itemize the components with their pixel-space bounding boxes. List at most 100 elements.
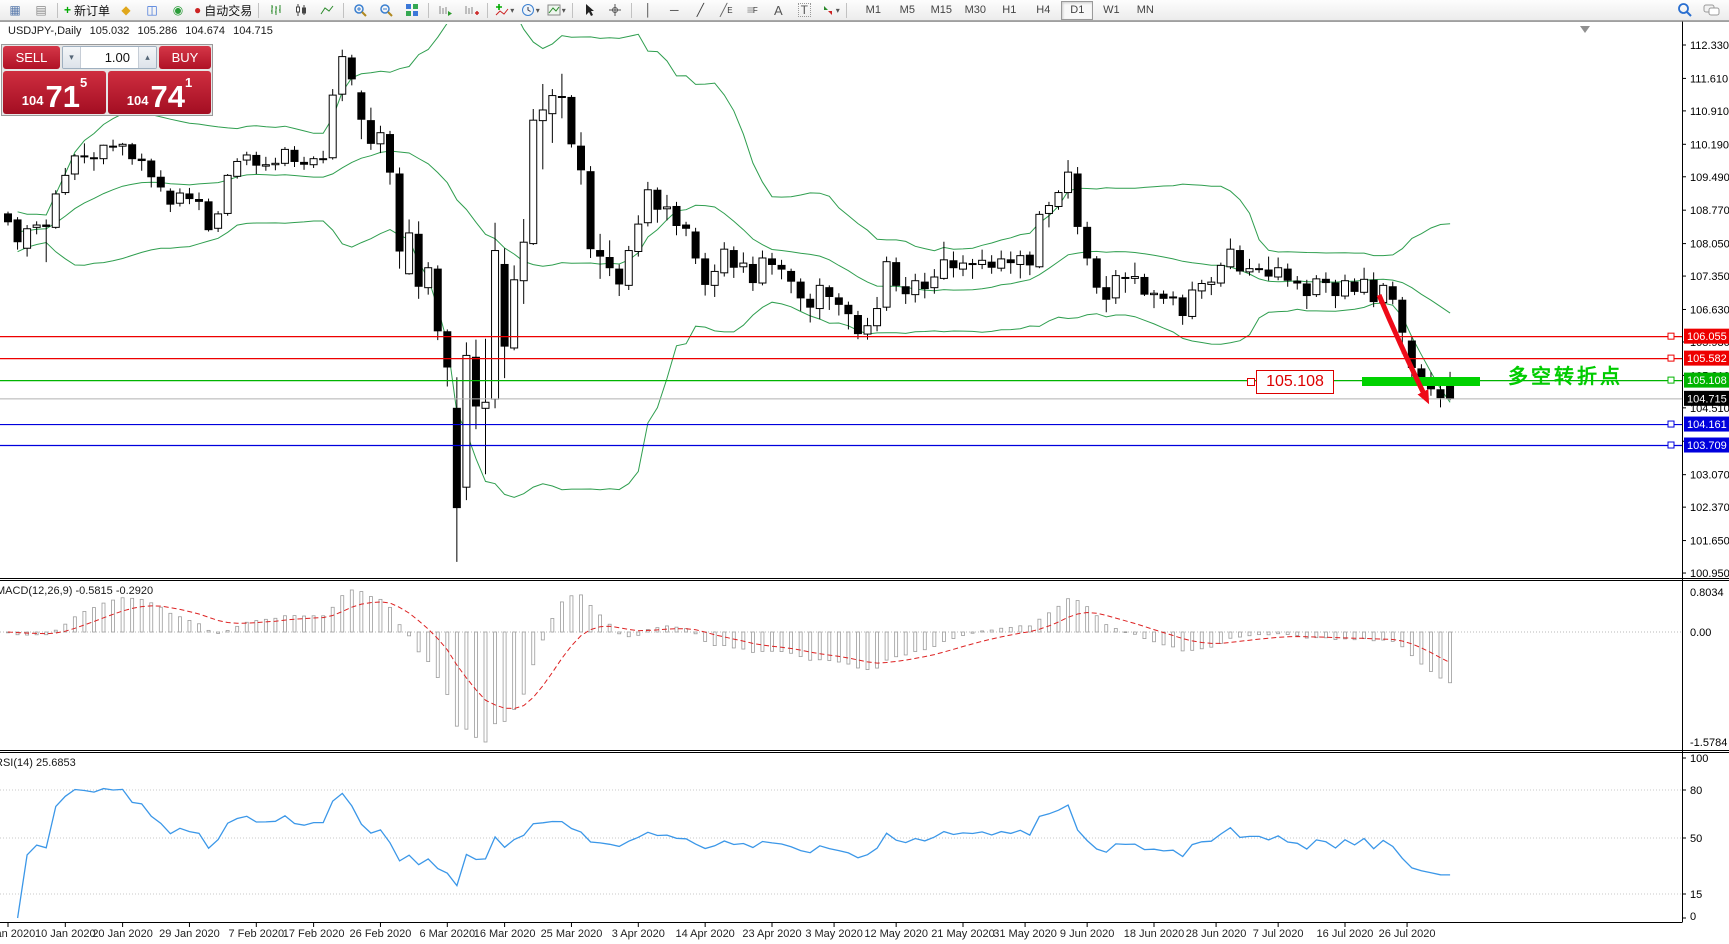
svg-text:100: 100 [1690, 753, 1708, 765]
text-button[interactable]: A [766, 1, 790, 19]
clock-icon [521, 4, 534, 16]
svg-text:101.650: 101.650 [1690, 536, 1729, 548]
indicators-button[interactable]: ▾ [492, 1, 516, 19]
svg-text:106.630: 106.630 [1690, 304, 1729, 316]
svg-text:50: 50 [1690, 833, 1702, 845]
svg-text:3 Apr 2020: 3 Apr 2020 [612, 928, 665, 940]
tab-timeframe-w1[interactable]: W1 [1103, 4, 1120, 16]
strategy-tester-button[interactable]: ◫ [140, 1, 164, 19]
svg-text:10 Jan 2020: 10 Jan 2020 [35, 928, 96, 940]
equidistant-channel-button[interactable]: ╱ E [714, 1, 738, 19]
timeframe-toolbar: M1 M5 M15 M30 H1 H4 D1 W1 MN [856, 0, 1162, 20]
cursor-button[interactable] [577, 1, 601, 19]
tab-timeframe-mn[interactable]: MN [1136, 4, 1154, 16]
toolbar-separator [258, 2, 260, 18]
chart-shift-button[interactable] [459, 1, 483, 19]
high-value: 105.286 [137, 25, 178, 37]
new-chart-button[interactable]: ▦ [3, 1, 27, 19]
templates-button[interactable]: ▾ [544, 1, 568, 19]
axis-price-flag [1684, 350, 1729, 366]
tab-timeframe-m5[interactable]: M5 [899, 4, 915, 16]
tab-timeframe-m30[interactable]: M30 [964, 4, 987, 16]
volume-stepper[interactable]: ▾ 1.00 ▴ [62, 46, 157, 69]
horizontal-line-button[interactable]: ─ [662, 1, 686, 19]
new-order-button[interactable]: + 新订单 [62, 1, 112, 19]
tab-timeframe-h1[interactable]: H1 [1002, 4, 1017, 16]
support-highlight-bar[interactable] [1362, 377, 1480, 386]
candlestick-button[interactable] [289, 1, 313, 19]
sell-price-point: 5 [79, 75, 88, 90]
search-icon[interactable] [1677, 2, 1693, 18]
svg-text:7 Jul 2020: 7 Jul 2020 [1253, 928, 1304, 940]
zoom-out-button[interactable] [374, 1, 398, 19]
line-handle[interactable] [1667, 354, 1675, 362]
svg-text:104.715: 104.715 [1687, 393, 1727, 405]
svg-text:108.050: 108.050 [1690, 239, 1729, 251]
vertical-line-button[interactable]: │ [636, 1, 660, 19]
text-icon: A [773, 2, 783, 18]
price-axis[interactable]: 112.330 111.610 110.910 110.190 109.490 108.7… [1682, 40, 1729, 580]
rsi-line [16, 787, 1451, 919]
bar-chart-button[interactable] [263, 1, 287, 19]
sell-price-pips: 71 [45, 79, 80, 114]
volume-increase-button[interactable]: ▴ [138, 47, 156, 68]
metaeditor-button[interactable]: ◆ [114, 1, 138, 19]
indicators-icon [495, 4, 509, 16]
autotrading-icon: ● [194, 3, 202, 17]
auto-scroll-button[interactable] [433, 1, 457, 19]
svg-text:18 Jun 2020: 18 Jun 2020 [1124, 928, 1185, 940]
annotations [1362, 26, 1590, 405]
tab-timeframe-d1[interactable]: D1 [1061, 0, 1094, 20]
sell-button[interactable]: SELL [3, 46, 60, 69]
chart-shift-icon [465, 6, 479, 15]
tab-timeframe-m1[interactable]: M1 [865, 4, 881, 16]
line-chart-button[interactable] [315, 1, 339, 19]
line-handle[interactable] [1667, 332, 1675, 340]
trade-controls-row: SELL ▾ 1.00 ▴ BUY [3, 46, 211, 69]
line-handle[interactable] [1667, 441, 1675, 449]
svg-text:0.8034: 0.8034 [1690, 587, 1724, 599]
buy-price[interactable]: 104 74 1 [108, 71, 211, 114]
down-arrow-annotation[interactable] [1376, 294, 1430, 405]
svg-text:102.370: 102.370 [1690, 502, 1729, 514]
sound-signal-icon: ◉ [172, 3, 184, 17]
zoom-in-button[interactable] [348, 1, 372, 19]
cursor-arrow-icon [585, 4, 594, 16]
buy-button[interactable]: BUY [159, 46, 211, 69]
candlestick-icon [296, 4, 307, 16]
volume-decrease-button[interactable]: ▾ [63, 47, 81, 68]
fibonacci-button[interactable]: ≡ F [740, 1, 764, 19]
tab-timeframe-h4[interactable]: H4 [1036, 4, 1051, 16]
metaeditor-icon: ◆ [121, 3, 131, 17]
toolbar-right-icons [1677, 2, 1721, 18]
arrows-button[interactable]: ▾ [818, 1, 842, 19]
horizontal-line-icon: ─ [670, 3, 679, 17]
tile-windows-button[interactable] [400, 1, 424, 19]
volume-value[interactable]: 1.00 [104, 50, 130, 65]
text-label-button[interactable]: T [792, 1, 816, 19]
toolbar-separator [846, 2, 848, 18]
alerts-button[interactable]: ◉ [166, 1, 190, 19]
chat-icon[interactable] [1703, 3, 1721, 18]
price-callout-label[interactable]: 105.108 [1256, 370, 1334, 394]
profiles-button[interactable]: ▤ [29, 1, 53, 19]
autotrading-button[interactable]: ● 自动交易 [192, 1, 254, 19]
template-icon [547, 4, 561, 16]
trendline-icon: ╱ [696, 3, 704, 17]
sell-price[interactable]: 104 71 5 [3, 71, 106, 114]
turning-point-annotation[interactable]: 多空转折点 [1508, 366, 1623, 388]
periods-button[interactable]: ▾ [518, 1, 542, 19]
fibonacci-letter: F [752, 5, 758, 15]
crosshair-button[interactable] [603, 1, 627, 19]
line-handle[interactable] [1667, 420, 1675, 428]
trendline-button[interactable]: ╱ [688, 1, 712, 19]
price-callout-handle[interactable] [1247, 378, 1255, 386]
svg-text:103.070: 103.070 [1690, 470, 1729, 482]
tab-timeframe-m15[interactable]: M15 [930, 4, 953, 16]
axis-price-flag [1684, 437, 1729, 453]
line-handle[interactable] [1667, 376, 1675, 384]
svg-text:106.055: 106.055 [1687, 331, 1727, 343]
